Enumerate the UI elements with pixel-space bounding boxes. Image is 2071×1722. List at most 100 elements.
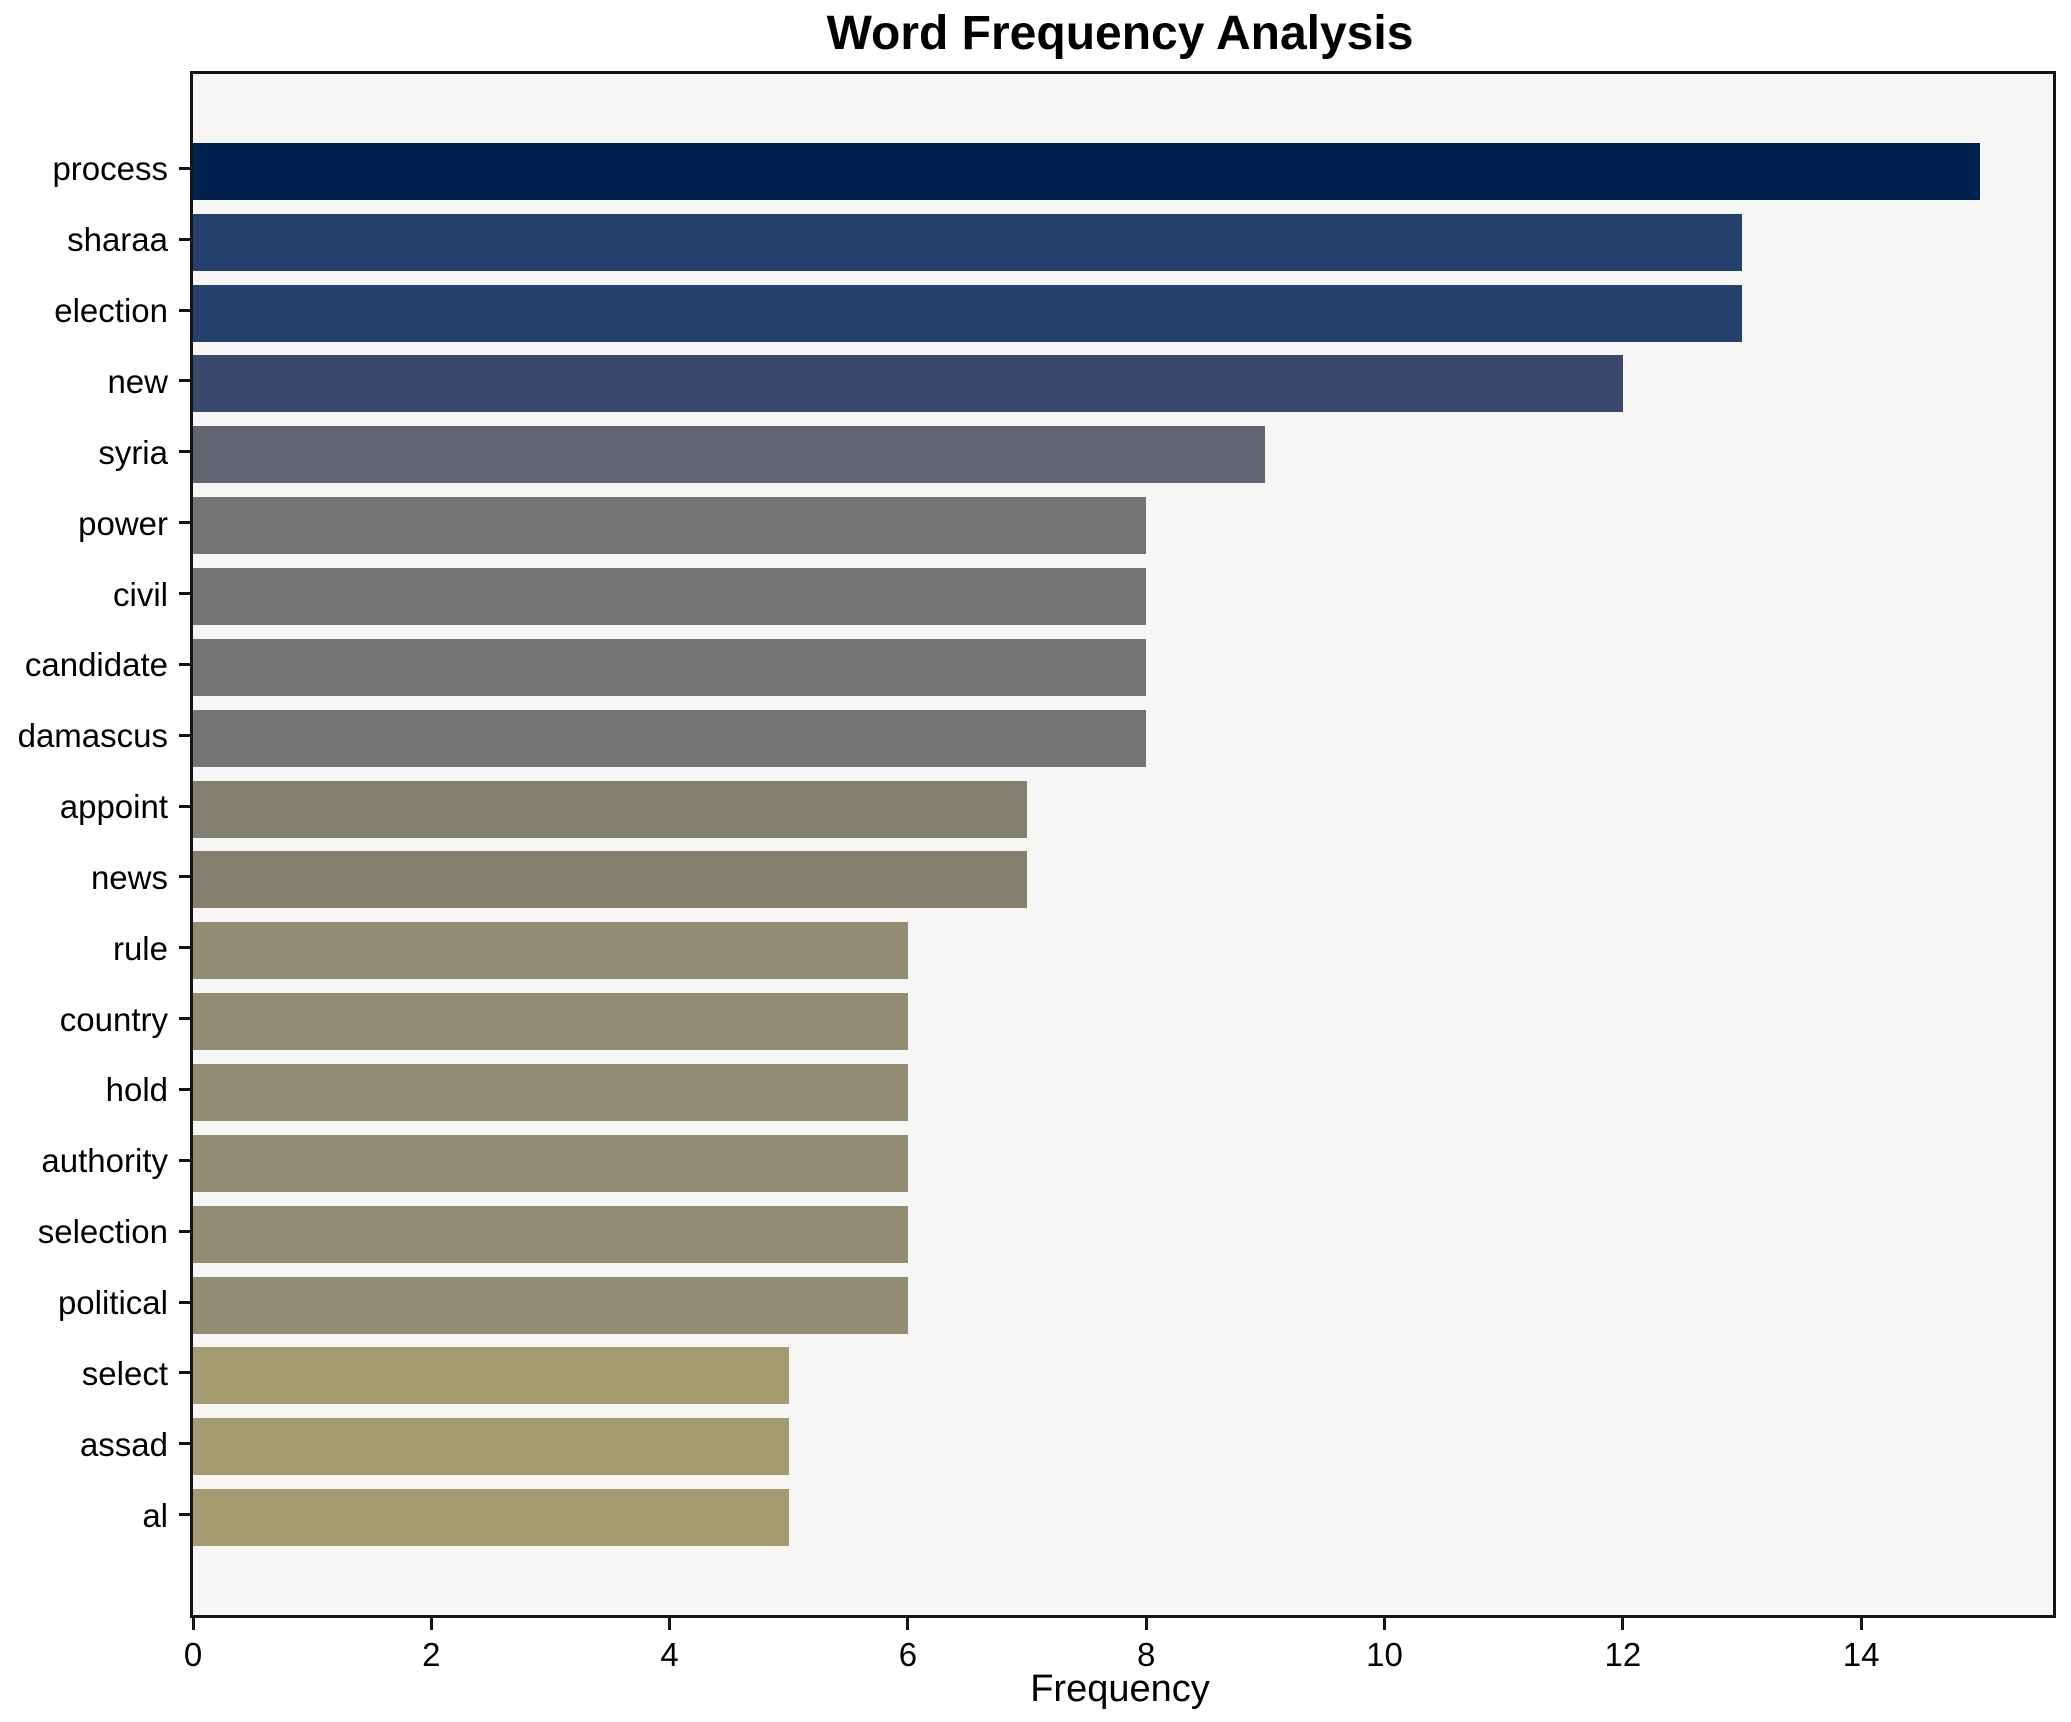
y-tick-mark <box>179 1087 190 1091</box>
y-tick-label-syria: syria <box>98 433 168 471</box>
x-tick-mark <box>668 1618 672 1630</box>
y-tick-mark <box>179 804 190 808</box>
bar-rule <box>193 922 908 980</box>
bar-row <box>193 426 2053 484</box>
y-tick-label-new: new <box>107 362 168 400</box>
x-tick-label-2: 2 <box>422 1636 441 1673</box>
bar-row <box>193 1205 2053 1263</box>
y-tick-mark <box>179 237 190 241</box>
bar-row <box>193 1489 2053 1547</box>
bar-power <box>193 497 1147 555</box>
y-tick-label-rule: rule <box>112 929 168 967</box>
y-tick-mark <box>179 1017 190 1021</box>
bar-process <box>193 142 1981 200</box>
y-tick-mark <box>179 875 190 879</box>
x-tick-mark <box>429 1618 433 1630</box>
bar-authority <box>193 1134 908 1192</box>
bar-appoint <box>193 780 1028 838</box>
x-tick-label-10: 10 <box>1366 1636 1403 1673</box>
y-tick-mark <box>179 1229 190 1233</box>
x-tick-mark <box>191 1618 195 1630</box>
bar-row <box>193 1347 2053 1405</box>
x-tick-label-0: 0 <box>183 1636 203 1673</box>
x-axis-label: Frequency <box>1030 1668 1210 1710</box>
y-tick-label-hold: hold <box>105 1071 168 1109</box>
y-tick-label-process: process <box>52 150 168 188</box>
y-tick-label-political: political <box>57 1284 168 1322</box>
bar-sharaa <box>193 213 1742 271</box>
x-tick-label-6: 6 <box>898 1636 918 1673</box>
bar-row <box>193 1134 2053 1192</box>
y-tick-label-selection: selection <box>37 1213 168 1251</box>
bar-election <box>193 284 1742 342</box>
y-tick-mark <box>179 450 190 454</box>
y-tick-label-country: country <box>59 1000 168 1038</box>
bar-assad <box>193 1418 789 1476</box>
bar-syria <box>193 426 1266 484</box>
y-tick-mark <box>179 1513 190 1517</box>
bar-row <box>193 1276 2053 1334</box>
bar-select <box>193 1347 789 1405</box>
bar-row <box>193 993 2053 1051</box>
y-tick-mark <box>179 166 190 170</box>
x-tick-mark <box>1621 1618 1625 1630</box>
bar-al <box>193 1489 789 1547</box>
x-tick-mark <box>1859 1618 1863 1630</box>
y-tick-mark <box>179 308 190 312</box>
y-tick-label-election: election <box>54 292 168 330</box>
x-tick-label-8: 8 <box>1137 1636 1156 1673</box>
bar-row <box>193 1063 2053 1121</box>
bar-candidate <box>193 638 1147 696</box>
x-tick-mark <box>1383 1618 1387 1630</box>
chart-title: Word Frequency Analysis <box>826 7 1414 60</box>
plot-area <box>190 71 2056 1618</box>
y-tick-label-appoint: appoint <box>59 788 168 826</box>
y-tick-mark <box>179 1442 190 1446</box>
y-tick-label-al: al <box>142 1496 168 1534</box>
x-tick-label-4: 4 <box>660 1636 679 1673</box>
bar-hold <box>193 1063 908 1121</box>
y-tick-label-sharaa: sharaa <box>67 221 168 259</box>
bar-row <box>193 922 2053 980</box>
y-tick-label-select: select <box>81 1354 168 1392</box>
y-tick-label-assad: assad <box>79 1425 168 1463</box>
bar-row <box>193 1418 2053 1476</box>
x-tick-label-12: 12 <box>1604 1636 1642 1673</box>
x-tick-mark <box>1144 1618 1148 1630</box>
y-tick-label-power: power <box>78 504 168 542</box>
y-tick-mark <box>179 733 190 737</box>
bar-row <box>193 851 2053 909</box>
y-tick-mark <box>179 1371 190 1375</box>
x-tick-label-14: 14 <box>1842 1636 1880 1673</box>
bar-row <box>193 355 2053 413</box>
x-tick-mark <box>906 1618 910 1630</box>
bar-row <box>193 142 2053 200</box>
bar-damascus <box>193 709 1147 767</box>
y-tick-mark <box>179 946 190 950</box>
y-tick-mark <box>179 592 190 596</box>
bar-row <box>193 780 2053 838</box>
y-tick-mark <box>179 1300 190 1304</box>
bar-political <box>193 1276 908 1334</box>
bar-row <box>193 213 2053 271</box>
bar-selection <box>193 1205 908 1263</box>
bar-country <box>193 993 908 1051</box>
bar-new <box>193 355 1623 413</box>
y-tick-mark <box>179 1158 190 1162</box>
bar-row <box>193 568 2053 626</box>
y-tick-label-civil: civil <box>113 575 168 613</box>
bar-row <box>193 497 2053 555</box>
bar-news <box>193 851 1028 909</box>
y-tick-label-damascus: damascus <box>17 717 168 755</box>
y-tick-mark <box>179 521 190 525</box>
y-tick-label-news: news <box>90 858 168 896</box>
bar-civil <box>193 568 1147 626</box>
y-tick-label-authority: authority <box>41 1142 168 1180</box>
bar-row <box>193 709 2053 767</box>
y-tick-mark <box>179 379 190 383</box>
bar-row <box>193 638 2053 696</box>
y-tick-label-candidate: candidate <box>24 646 168 684</box>
bar-row <box>193 284 2053 342</box>
y-tick-mark <box>179 662 190 666</box>
